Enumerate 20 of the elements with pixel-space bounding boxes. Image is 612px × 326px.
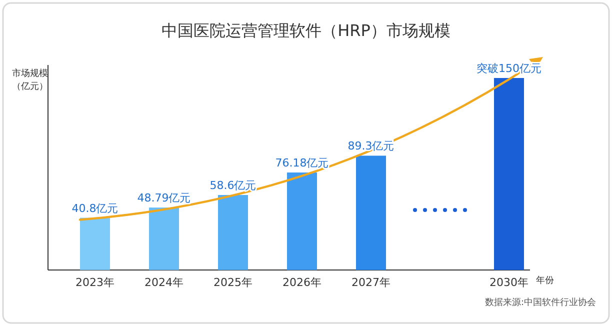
data-label: 76.18亿元 bbox=[275, 156, 329, 170]
x-tick-label: 2023年 bbox=[76, 276, 114, 289]
data-label: 48.79亿元 bbox=[137, 192, 191, 205]
source-note: 数据来源:中国软件行业协会 bbox=[484, 297, 596, 308]
y-axis-title: 市场规模（亿元） bbox=[12, 68, 48, 92]
chart-title: 中国医院运营管理软件（HRP）市场规模 bbox=[162, 21, 450, 40]
bar bbox=[218, 194, 248, 270]
x-axis-title: 年份 bbox=[536, 275, 554, 286]
data-label: 58.6亿元 bbox=[210, 178, 256, 192]
bar bbox=[494, 78, 524, 270]
bar bbox=[80, 218, 110, 270]
bar bbox=[356, 156, 386, 270]
data-label: 40.8亿元 bbox=[72, 202, 118, 215]
x-tick-label: 2027年 bbox=[352, 276, 390, 289]
bar bbox=[287, 172, 317, 270]
x-tick-label: 2025年 bbox=[214, 276, 252, 289]
x-tick-label: 2030年 bbox=[490, 276, 528, 289]
x-tick-label: 2024年 bbox=[144, 276, 184, 289]
bar bbox=[149, 208, 179, 270]
x-tick-label: 2026年 bbox=[282, 276, 322, 289]
